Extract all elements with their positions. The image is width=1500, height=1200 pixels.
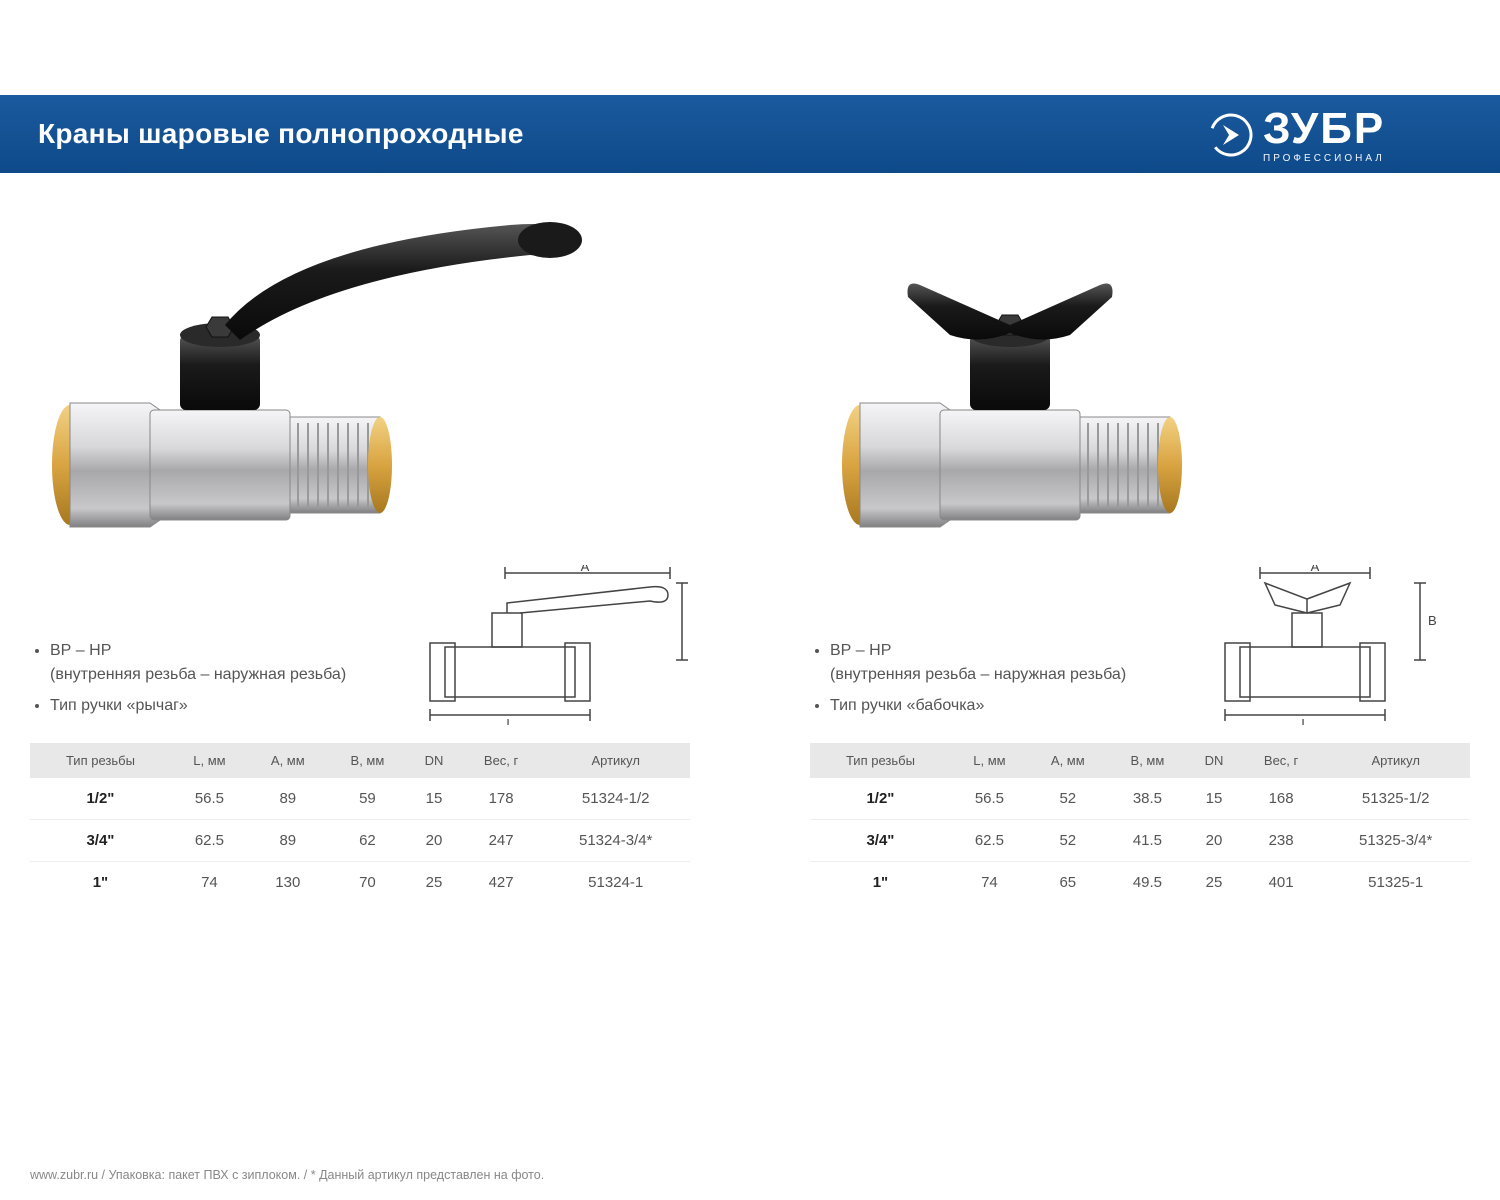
col-header: DN [1187, 743, 1241, 778]
col-header: Вес, г [1241, 743, 1322, 778]
col-header: Вес, г [461, 743, 542, 778]
footer-note: www.zubr.ru / Упаковка: пакет ПВХ с зипл… [30, 1168, 544, 1182]
col-header: Тип резьбы [30, 743, 171, 778]
brand-logo: ЗУБР ПРОФЕССИОНАЛ [1209, 90, 1464, 180]
valve-lever-icon [30, 185, 590, 565]
dim-label-b: B [689, 613, 690, 628]
spec-bullets-lever: ВР – НР (внутренняя резьба – наружная ре… [30, 639, 380, 725]
col-header: B, мм [328, 743, 408, 778]
bullet-item: Тип ручки «рычаг» [50, 694, 380, 717]
table-row: 1/2" 56.5 52 38.5 15 168 51325-1/2 [810, 778, 1470, 820]
col-header: L, мм [171, 743, 248, 778]
table-row: 1" 74 130 70 25 427 51324-1 [30, 862, 690, 904]
bullet-item: Тип ручки «бабочка» [830, 694, 1160, 717]
page-title: Краны шаровые полнопроходные [38, 118, 524, 150]
spec-bullets-butterfly: ВР – НР (внутренняя резьба – наружная ре… [810, 639, 1160, 725]
col-header: DN [407, 743, 461, 778]
dim-label-b: B [1428, 613, 1437, 628]
dim-label-l: L [506, 716, 513, 725]
product-photo-lever [30, 195, 690, 585]
table-row: 3/4" 62.5 52 41.5 20 238 51325-3/4* [810, 820, 1470, 862]
col-header: B, мм [1108, 743, 1188, 778]
col-header: Артикул [1321, 743, 1470, 778]
valve-butterfly-icon [810, 185, 1250, 565]
schematic-butterfly-icon: A B L [1180, 565, 1470, 725]
col-header: Тип резьбы [810, 743, 951, 778]
content-area: ВР – НР (внутренняя резьба – наружная ре… [30, 195, 1470, 1160]
schematic-lever-icon: A B L [400, 565, 690, 725]
col-header: Артикул [541, 743, 690, 778]
bullet-item: ВР – НР (внутренняя резьба – наружная ре… [830, 639, 1160, 685]
logo-arrow-icon [1209, 113, 1253, 157]
col-header: L, мм [951, 743, 1028, 778]
panel-butterfly: ВР – НР (внутренняя резьба – наружная ре… [810, 195, 1470, 1160]
spec-table-lever: Тип резьбы L, мм A, мм B, мм DN Вес, г А… [30, 743, 690, 903]
table-row: 3/4" 62.5 89 62 20 247 51324-3/4* [30, 820, 690, 862]
table-row: 1" 74 65 49.5 25 401 51325-1 [810, 862, 1470, 904]
dim-label-l: L [1301, 716, 1308, 725]
spec-table-butterfly: Тип резьбы L, мм A, мм B, мм DN Вес, г А… [810, 743, 1470, 903]
bullet-item: ВР – НР (внутренняя резьба – наружная ре… [50, 639, 380, 685]
col-header: A, мм [1028, 743, 1108, 778]
product-photo-butterfly [810, 195, 1470, 585]
logo-name: ЗУБР [1263, 107, 1385, 151]
panel-lever: ВР – НР (внутренняя резьба – наружная ре… [30, 195, 690, 1160]
col-header: A, мм [248, 743, 328, 778]
logo-subtitle: ПРОФЕССИОНАЛ [1263, 153, 1385, 164]
table-row: 1/2" 56.5 89 59 15 178 51324-1/2 [30, 778, 690, 820]
